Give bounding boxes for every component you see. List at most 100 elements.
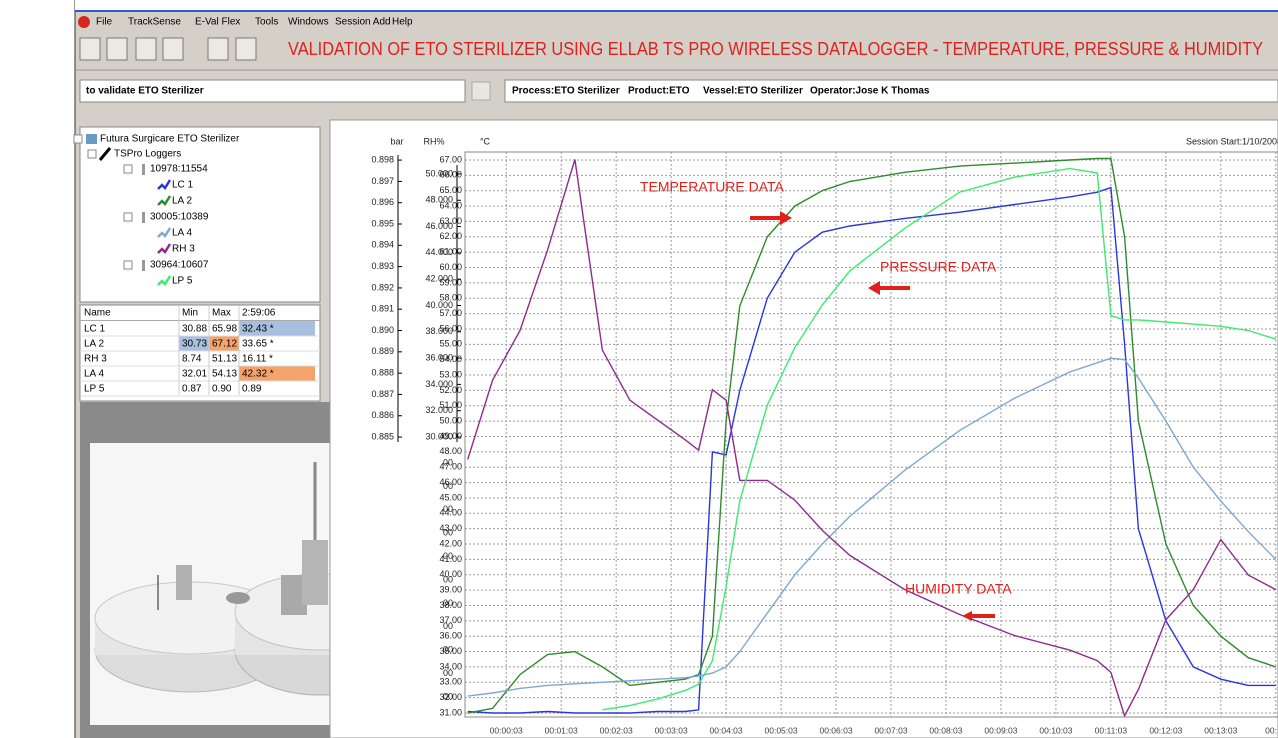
menu-item[interactable]: Session Add <box>335 17 391 28</box>
description-box <box>79 79 466 103</box>
series-icon <box>157 179 172 190</box>
y-tick-label: 39.00 <box>439 584 462 594</box>
y-tick-label: 34.00 <box>439 661 462 671</box>
process-box <box>504 79 1278 103</box>
y-tick-label: 65.00 <box>439 185 462 195</box>
cell-highlight <box>239 366 315 381</box>
y-tick-label: 31.00 <box>439 707 462 717</box>
tool-button[interactable] <box>235 37 257 61</box>
x-tick-label: 00:00:03 <box>490 725 523 735</box>
tree-label[interactable]: LP 5 <box>172 276 193 287</box>
table-cell: 67.12 <box>212 339 237 350</box>
logger <box>176 565 192 600</box>
series-icon <box>157 243 172 254</box>
y-tick-label: 67.00 <box>439 154 462 164</box>
x-tick-label: 00:06:03 <box>819 725 852 735</box>
y2-cut-label: 00 <box>443 457 453 467</box>
app-icon[interactable] <box>78 16 90 28</box>
y-tick-label: 33.00 <box>439 677 462 687</box>
column-header: Min <box>182 308 198 319</box>
menu-item[interactable]: Tools <box>255 17 278 28</box>
edit-icon[interactable] <box>471 81 491 101</box>
tree-icon <box>86 134 97 144</box>
y3-tick-label: 0.894 <box>371 240 394 250</box>
cell-highlight <box>179 336 209 351</box>
series-line <box>602 167 1277 711</box>
tree-label[interactable]: 30005:10389 <box>150 212 209 223</box>
x-tick-label: 00:12:03 <box>1149 725 1182 735</box>
tool-button[interactable] <box>106 37 128 61</box>
logger-icon <box>142 212 145 223</box>
y3-tick-label: 0.890 <box>371 325 394 335</box>
menu-item[interactable]: TrackSense <box>128 17 181 28</box>
tree-label[interactable]: RH 3 <box>172 244 195 255</box>
tool-button[interactable] <box>207 37 229 61</box>
y3-tick-label: 0.891 <box>371 304 394 314</box>
tree: Futura Surgicare ETO Sterilizer TSPro Log… <box>73 134 240 287</box>
table-cell: 65.98 <box>212 324 237 335</box>
y-tick-label: 64.00 <box>439 200 462 210</box>
y-tick-label: 52.00 <box>439 385 462 395</box>
y-tick-label: 41.00 <box>439 554 462 564</box>
annotation: TEMPERATURE DATA <box>640 179 785 195</box>
y-tick-label: 57.00 <box>439 308 462 318</box>
column-header: Max <box>212 308 231 319</box>
menu-item[interactable]: Windows <box>288 17 329 28</box>
menu-item[interactable]: E-Val Flex <box>195 17 240 28</box>
y-tick-label: 50.00 <box>439 416 462 426</box>
table-cell: 0.87 <box>182 384 202 395</box>
y-tick-label: 38.00 <box>439 600 462 610</box>
table-cell: 30.88 <box>182 324 207 335</box>
y-tick-label: 59.00 <box>439 277 462 287</box>
x-tick-label: 00:11:03 <box>1095 725 1128 735</box>
y2-cut-label: 00 <box>443 621 453 631</box>
expander[interactable] <box>123 212 133 222</box>
table-cell: 42.32 * <box>242 369 274 380</box>
expander[interactable] <box>87 149 97 159</box>
y-tick-label: 37.00 <box>439 615 462 625</box>
tool-button[interactable] <box>79 37 101 61</box>
y-tick-label: 54.00 <box>439 354 462 364</box>
y-tick-label: 58.00 <box>439 293 462 303</box>
expander[interactable] <box>123 164 133 174</box>
table-cell: 30.73 <box>182 339 207 350</box>
tree-label[interactable]: LA 2 <box>172 196 192 207</box>
y-tick-label: 63.00 <box>439 216 462 226</box>
x-tick-label: 00:05:03 <box>765 725 798 735</box>
series-icon <box>157 195 172 206</box>
y3-tick-label: 0.887 <box>371 389 394 399</box>
table-cell: 16.11 * <box>242 354 273 365</box>
cell-highlight <box>209 336 239 351</box>
tree-panel <box>79 126 321 303</box>
y2-cut-label: 00 <box>443 574 453 584</box>
y2-tick-label: 48.000 <box>425 195 453 205</box>
tool-button[interactable] <box>135 37 157 61</box>
tree-label[interactable]: TSPro Loggers <box>114 149 181 160</box>
y2-cut-label: 00 <box>443 551 453 561</box>
menu-item[interactable]: Help <box>392 17 413 28</box>
tree-label[interactable]: 30964:10607 <box>150 260 209 271</box>
tool-button[interactable] <box>162 37 184 61</box>
x-tick-label: 00:09:03 <box>984 725 1017 735</box>
axis-title: bar <box>390 136 403 146</box>
expander[interactable] <box>73 134 83 144</box>
tree-label[interactable]: LC 1 <box>172 180 194 191</box>
y2-cut-label: 00 <box>443 528 453 538</box>
tree-label[interactable]: LA 4 <box>172 228 192 239</box>
toolbar-title: VALIDATION OF ETO STERILIZER USING ELLAB… <box>288 39 1263 59</box>
tree-label[interactable]: Futura Surgicare ETO Sterilizer <box>100 134 240 145</box>
table-cell: LA 2 <box>84 339 104 350</box>
x-tick-label: 00:02:03 <box>600 725 633 735</box>
y2-cut-label: 00 <box>443 504 453 514</box>
table-cell: LP 5 <box>84 384 105 395</box>
y-tick-label: 62.00 <box>439 231 462 241</box>
y3-tick-label: 0.892 <box>371 282 394 292</box>
logger-icon <box>142 164 145 175</box>
menu-item[interactable]: File <box>96 17 113 28</box>
y2-tick-label: 50.000 <box>425 168 453 178</box>
tree-label[interactable]: 10978:11554 <box>150 164 208 175</box>
annotation: PRESSURE DATA <box>880 259 997 275</box>
table-cell: 32.43 * <box>242 324 274 335</box>
expander[interactable] <box>123 260 133 270</box>
